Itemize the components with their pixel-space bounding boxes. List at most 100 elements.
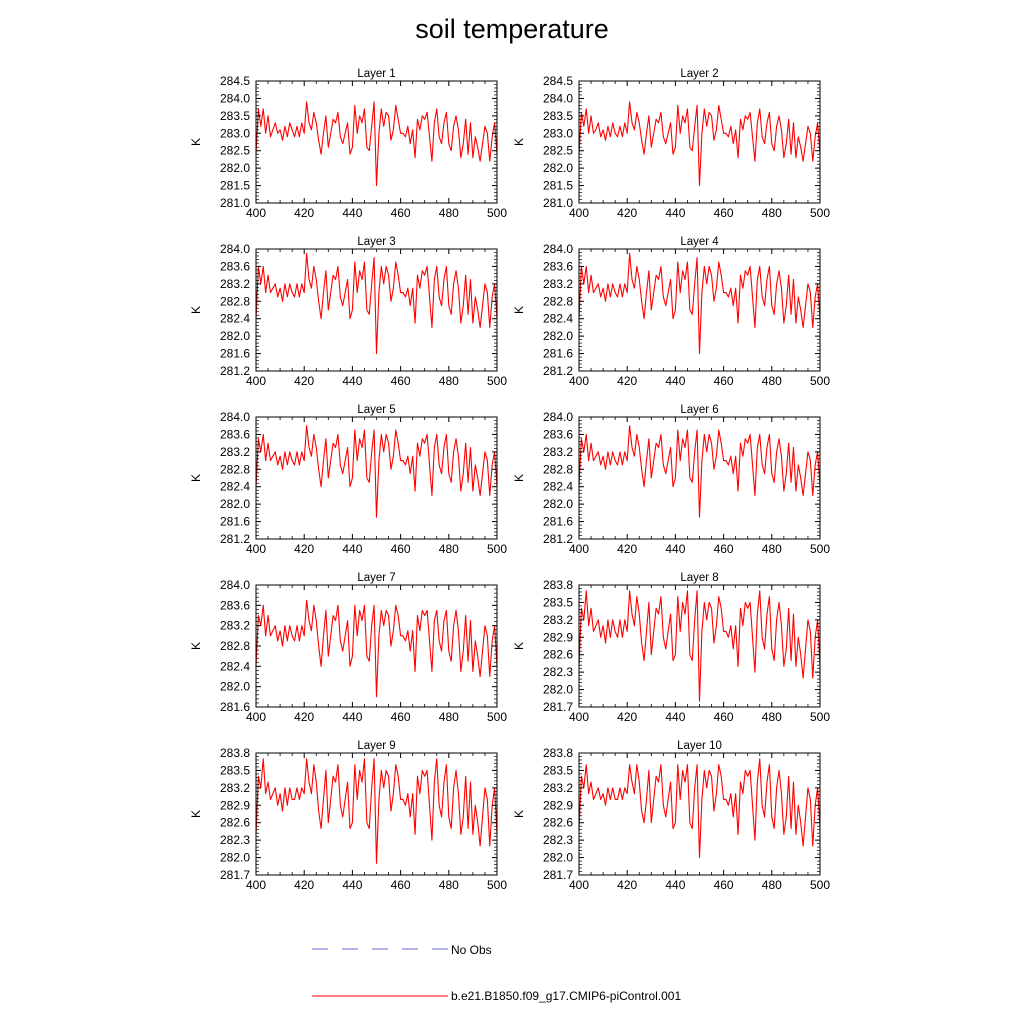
x-tick-label: 460: [714, 206, 734, 220]
y-tick-label: 282.8: [220, 639, 250, 653]
x-tick-label: 420: [294, 374, 314, 388]
x-tick-label: 440: [665, 374, 685, 388]
x-tick-label: 460: [391, 878, 411, 892]
x-tick-label: 400: [569, 374, 589, 388]
x-tick-label: 460: [391, 206, 411, 220]
panel-10: Layer 10 K 400 420 440 460 480 500 281.7 282.0 282…: [512, 740, 830, 892]
series-line: [578, 758, 821, 859]
panel-title: Layer 3: [357, 236, 395, 248]
y-tick-label: 284.0: [543, 410, 573, 424]
x-tick-label: 500: [487, 710, 507, 724]
y-tick-label: 282.5: [543, 144, 573, 158]
x-tick-label: 500: [487, 374, 507, 388]
x-tick-label: 400: [569, 710, 589, 724]
y-tick-label: 282.0: [220, 851, 250, 865]
y-tick-label: 281.7: [220, 868, 250, 882]
series-line: [578, 101, 821, 187]
series-line: [578, 425, 821, 518]
y-tick-label: 282.4: [220, 659, 250, 673]
y-tick-label: 281.6: [220, 700, 250, 714]
x-tick-label: 440: [665, 710, 685, 724]
series-line: [255, 101, 498, 187]
y-tick-label: 281.2: [220, 532, 250, 546]
y-tick-label: 282.9: [543, 798, 573, 812]
y-tick-label: 283.2: [543, 613, 573, 627]
x-tick-label: 440: [665, 542, 685, 556]
y-tick-label: 281.2: [220, 364, 250, 378]
series-line: [255, 252, 498, 355]
y-axis-label: K: [512, 138, 526, 146]
y-tick-label: 282.6: [543, 648, 573, 662]
panel-3: Layer 3 K 400 420 440 460 480 500 281.2 281.6 282.…: [189, 236, 507, 388]
x-tick-label: 500: [487, 206, 507, 220]
x-tick-label: 480: [762, 878, 782, 892]
x-tick-label: 420: [294, 206, 314, 220]
x-tick-label: 500: [810, 878, 830, 892]
x-tick-label: 440: [665, 878, 685, 892]
panel-7: Layer 7 K 400 420 440 460 480 500 281.6 282.0 282.…: [189, 572, 507, 724]
x-tick-label: 420: [617, 710, 637, 724]
x-tick-label: 460: [714, 374, 734, 388]
y-tick-label: 282.9: [220, 798, 250, 812]
y-tick-label: 281.0: [543, 196, 573, 210]
y-tick-label: 282.0: [220, 329, 250, 343]
x-tick-label: 500: [810, 374, 830, 388]
y-axis-label: K: [512, 306, 526, 314]
y-tick-label: 283.6: [543, 427, 573, 441]
y-tick-label: 282.0: [543, 851, 573, 865]
y-tick-label: 282.4: [543, 312, 573, 326]
x-tick-label: 480: [439, 878, 459, 892]
x-tick-label: 480: [762, 206, 782, 220]
y-tick-label: 284.0: [220, 410, 250, 424]
y-tick-label: 283.2: [543, 781, 573, 795]
x-tick-label: 440: [665, 206, 685, 220]
y-tick-label: 281.2: [543, 364, 573, 378]
panel-title: Layer 5: [357, 404, 395, 416]
x-tick-label: 480: [762, 542, 782, 556]
y-tick-label: 282.3: [543, 833, 573, 847]
legend-obs-label: No Obs: [451, 943, 492, 957]
panel-title: Layer 8: [680, 572, 718, 584]
y-tick-label: 283.8: [543, 578, 573, 592]
panel-1: Layer 1 K 400 420 440 460 480 500 281.0 281.5 282.…: [189, 68, 507, 220]
x-tick-label: 500: [810, 710, 830, 724]
y-tick-label: 281.6: [543, 347, 573, 361]
x-tick-label: 400: [246, 878, 266, 892]
x-tick-label: 500: [487, 542, 507, 556]
y-tick-label: 284.0: [220, 91, 250, 105]
x-tick-label: 420: [294, 710, 314, 724]
y-tick-label: 283.8: [543, 746, 573, 760]
y-tick-label: 283.2: [220, 619, 250, 633]
y-tick-label: 283.2: [543, 277, 573, 291]
x-tick-label: 420: [294, 542, 314, 556]
x-tick-label: 500: [810, 542, 830, 556]
y-axis-label: K: [189, 306, 203, 314]
x-tick-label: 420: [617, 878, 637, 892]
y-tick-label: 281.0: [220, 196, 250, 210]
panel-8: Layer 8 K 400 420 440 460 480 500 281.7 282.0 282.…: [512, 572, 830, 724]
panel-2: Layer 2 K 400 420 440 460 480 500 281.0 281.5 282.…: [512, 68, 830, 220]
y-tick-label: 281.6: [220, 347, 250, 361]
y-tick-label: 284.0: [220, 578, 250, 592]
panel-title: Layer 10: [677, 740, 722, 752]
x-tick-label: 400: [246, 710, 266, 724]
x-tick-label: 400: [569, 542, 589, 556]
y-tick-label: 283.6: [220, 427, 250, 441]
x-tick-label: 460: [714, 542, 734, 556]
y-tick-label: 283.5: [543, 763, 573, 777]
y-tick-label: 283.5: [220, 763, 250, 777]
panel-title: Layer 6: [680, 404, 718, 416]
x-tick-label: 460: [391, 374, 411, 388]
legend-model-label: b.e21.B1850.f09_g17.CMIP6-piControl.001: [451, 989, 681, 1003]
y-tick-label: 284.0: [543, 242, 573, 256]
panel-5: Layer 5 K 400 420 440 460 480 500 281.2 281.6 282.…: [189, 404, 507, 556]
series-line: [578, 252, 821, 355]
x-tick-label: 440: [342, 206, 362, 220]
series-line: [255, 599, 498, 698]
x-tick-label: 460: [714, 710, 734, 724]
y-tick-label: 281.5: [543, 179, 573, 193]
y-axis-label: K: [189, 810, 203, 818]
x-tick-label: 440: [342, 878, 362, 892]
y-tick-label: 283.2: [543, 445, 573, 459]
